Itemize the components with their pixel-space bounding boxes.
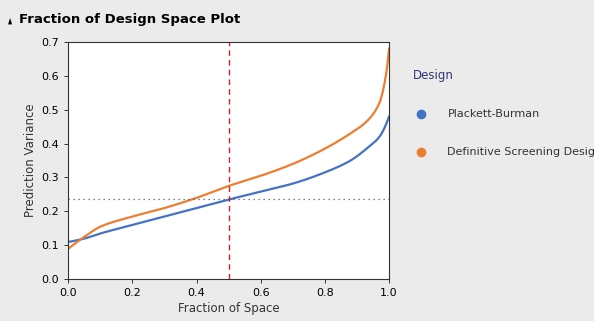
Plackett-Burman (317, 172, 324, 176)
Plackett-Burman (386, 115, 393, 118)
Plackett-Burman (376, 134, 383, 138)
Plackett-Burman (65, 240, 72, 244)
Plackett-Burman (212, 201, 219, 205)
Y-axis label: Prediction Variance: Prediction Variance (24, 104, 37, 217)
Definitive Screening Design (65, 247, 72, 251)
Text: Definitive Screening Design: Definitive Screening Design (447, 147, 594, 157)
Text: Design: Design (413, 69, 454, 82)
Plackett-Burman (376, 134, 383, 138)
Plackett-Burman (221, 199, 228, 203)
X-axis label: Fraction of Space: Fraction of Space (178, 302, 280, 316)
Definitive Screening Design (221, 186, 228, 189)
Definitive Screening Design (212, 189, 219, 193)
Text: Fraction of Design Space Plot: Fraction of Design Space Plot (19, 13, 240, 26)
Definitive Screening Design (317, 149, 324, 153)
Definitive Screening Design (386, 47, 393, 50)
Definitive Screening Design (376, 100, 383, 104)
Plackett-Burman (81, 237, 89, 240)
Definitive Screening Design (376, 100, 383, 104)
Text: ◄: ◄ (6, 17, 15, 23)
Text: Plackett-Burman: Plackett-Burman (447, 109, 540, 119)
Definitive Screening Design (81, 235, 89, 239)
Line: Plackett-Burman: Plackett-Burman (68, 117, 389, 242)
Line: Definitive Screening Design: Definitive Screening Design (68, 48, 389, 249)
